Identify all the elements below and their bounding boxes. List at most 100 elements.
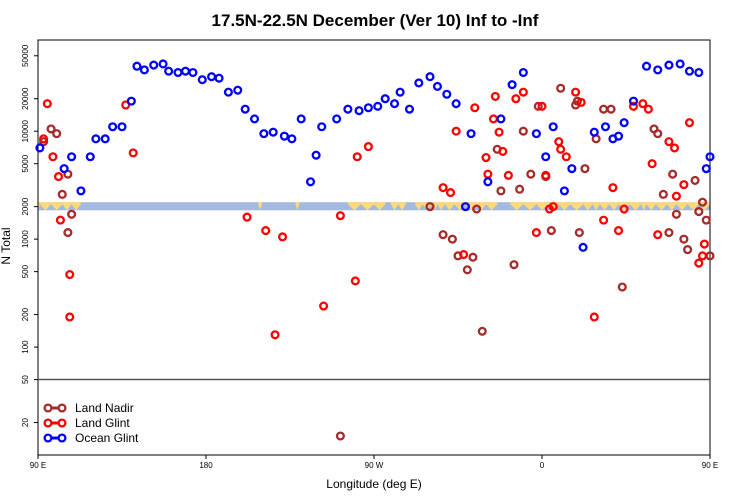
ocean-glint-point (628, 96, 639, 106)
land-glint-point (445, 188, 456, 198)
ocean-glint-point (589, 127, 599, 137)
land-glint-point (518, 87, 528, 97)
land-nadir-point (694, 207, 704, 217)
land-band-segment (486, 202, 498, 211)
land-nadir-point (496, 186, 506, 196)
ocean-glint-point (149, 60, 159, 70)
land-glint-point (699, 239, 709, 249)
ocean-glint-point (705, 152, 715, 162)
ocean-glint-point (653, 65, 663, 75)
land-glint-point (694, 258, 704, 268)
land-band-segment (592, 202, 600, 211)
ocean-glint-point (279, 131, 289, 141)
land-nadir-point (57, 189, 67, 199)
land-glint-point (619, 204, 629, 214)
land-band-segment (415, 202, 423, 211)
land-glint-point (270, 330, 280, 340)
y-tick-label: 20 (21, 418, 30, 427)
land-glint-point (628, 101, 639, 111)
ocean-glint-point (139, 65, 149, 75)
y-axis-title: N Total (0, 227, 13, 264)
x-tick-label: 0 (540, 461, 545, 470)
land-glint-point (470, 103, 480, 113)
ocean-glint-point (188, 67, 198, 78)
land-nadir-point (518, 126, 528, 136)
x-axis-ticks: 90 E 180 90 W 0 90 E (30, 455, 718, 470)
ocean-glint-point (35, 143, 45, 153)
land-band-segment (510, 202, 524, 211)
ocean-glint-point (373, 101, 383, 111)
ocean-glint-point (287, 134, 297, 144)
land-glint-point (576, 97, 586, 107)
ocean-glint-point (317, 122, 327, 132)
ocean-glint-point (108, 122, 118, 132)
land-nadir-point (67, 209, 77, 219)
ocean-glint-point (432, 81, 443, 91)
land-glint-point (53, 172, 64, 182)
land-glint-point (319, 301, 329, 311)
ocean-glint-point (675, 59, 685, 69)
land-band-segment (347, 202, 361, 211)
land-band-segment (655, 202, 668, 211)
land-nadir-point (526, 169, 536, 179)
land-glint-point (589, 312, 599, 322)
land-band-segment (374, 202, 386, 211)
x-axis-title: Longitude (deg E) (326, 477, 421, 491)
land-nadir-point (617, 282, 627, 292)
land-band-segment (558, 202, 570, 211)
land-band-segment (437, 202, 445, 211)
land-glint-point (363, 142, 373, 152)
ocean-glint-point (531, 129, 541, 139)
ocean-glint-point (259, 129, 269, 139)
land-glint-point (352, 152, 362, 162)
legend-label-land-nadir: Land Nadir (75, 401, 134, 415)
ocean-glint-point (425, 72, 435, 82)
land-nadir-point (653, 129, 663, 139)
land-band-segment (444, 202, 455, 211)
land-band-segment (687, 202, 699, 211)
ocean-glint-point (578, 242, 588, 252)
land-glint-point (531, 228, 541, 238)
ocean-glint-point (694, 67, 704, 78)
land-glint-point (679, 180, 689, 190)
land-glint-point (48, 152, 58, 162)
land-ocean-band (38, 202, 710, 211)
land-glint-point (483, 169, 493, 179)
ocean-glint-point (507, 80, 517, 90)
y-tick-label: 200 (21, 307, 30, 321)
ocean-glint-point (332, 114, 342, 124)
land-glint-point (608, 183, 618, 193)
legend-marker-land-glint (57, 418, 67, 428)
land-glint-point (537, 101, 547, 111)
ocean-glint-point (268, 127, 278, 137)
land-nadir-point (671, 209, 681, 219)
y-tick-label: 1000 (21, 230, 30, 248)
land-nadir-point (599, 104, 609, 114)
ocean-glint-point (684, 66, 695, 76)
land-band-segment (71, 202, 81, 211)
land-nadir-point (580, 164, 590, 174)
chart-title: 17.5N-22.5N December (Ver 10) Inf to -In… (212, 11, 539, 30)
legend-marker-ocean-glint (43, 433, 53, 443)
land-band-segment (676, 202, 688, 211)
ocean-glint-point (541, 152, 551, 162)
ocean-glint-point (67, 152, 77, 162)
data-points (35, 59, 715, 441)
land-band-segment (646, 202, 656, 211)
land-band-segment (583, 202, 593, 211)
ocean-glint-point (197, 75, 207, 85)
land-band-segment (523, 202, 537, 211)
x-tick-label: 90 E (702, 461, 718, 470)
land-glint-point (494, 127, 504, 137)
land-nadir-point (533, 101, 543, 111)
ocean-glint-point (442, 89, 452, 99)
ocean-glint-point (214, 73, 224, 83)
ocean-glint-point (173, 67, 183, 78)
land-band-segment (629, 202, 641, 211)
land-glint-point (242, 212, 252, 222)
land-nadir-point (690, 175, 700, 185)
plot-frame (37, 39, 711, 456)
ocean-glint-point (701, 164, 711, 174)
land-band-segment (295, 202, 300, 211)
